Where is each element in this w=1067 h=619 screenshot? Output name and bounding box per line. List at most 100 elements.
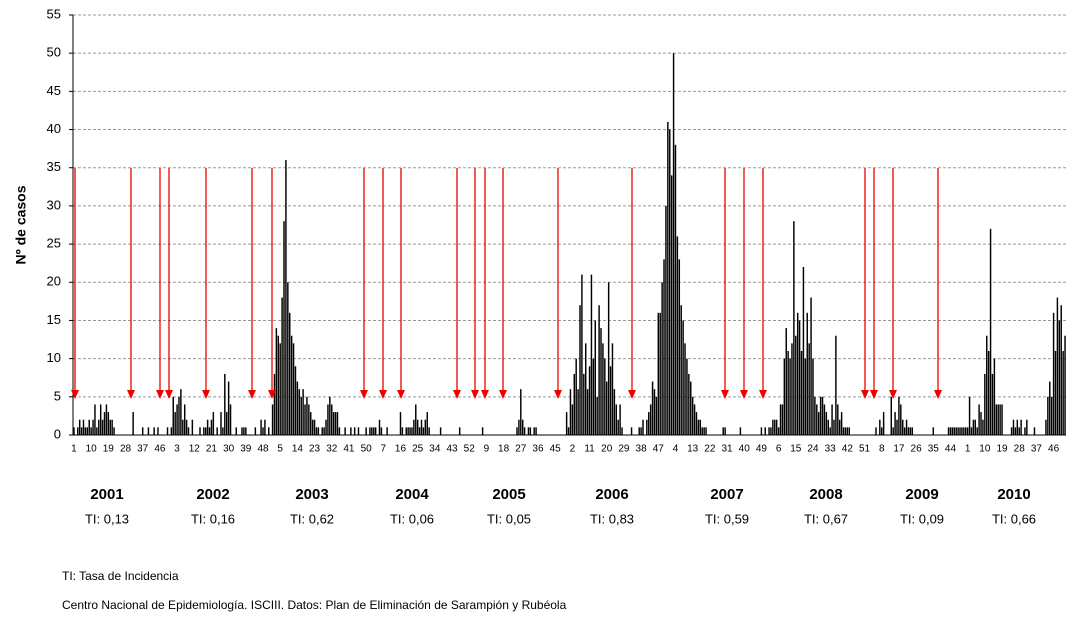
x-tick-label: 39: [240, 444, 252, 455]
bar: [959, 427, 961, 435]
bar: [655, 396, 658, 435]
y-tick-label: 5: [54, 388, 61, 403]
x-tick-label: 45: [550, 444, 562, 455]
bar: [292, 343, 295, 435]
bar: [573, 373, 575, 435]
bar: [657, 312, 660, 435]
bar: [216, 427, 218, 435]
x-tick-label: 36: [532, 444, 544, 455]
bar: [665, 205, 667, 435]
arrow-head: [481, 390, 489, 399]
bar: [800, 351, 803, 435]
bar: [373, 427, 375, 435]
bar: [588, 366, 591, 435]
bar: [569, 389, 572, 435]
bar: [875, 427, 877, 435]
y-tick-label: 45: [47, 83, 61, 98]
incidence-label: TI: 0,67: [804, 511, 848, 526]
bar: [842, 427, 845, 435]
bar: [518, 419, 520, 435]
bar: [199, 427, 201, 435]
y-tick-label: 25: [47, 236, 61, 251]
bar: [386, 427, 388, 435]
bar: [649, 404, 652, 435]
x-tick-label: 10: [979, 444, 991, 455]
bar: [676, 236, 679, 435]
x-tick-label: 26: [911, 444, 923, 455]
bar: [344, 427, 346, 435]
bar: [995, 404, 998, 435]
bar: [426, 412, 428, 435]
bar: [1064, 335, 1066, 435]
bar: [682, 320, 684, 435]
bar: [586, 389, 589, 435]
footnote: Centro Nacional de Epidemiología. ISCIII…: [62, 598, 567, 612]
x-tick-label: 17: [893, 444, 905, 455]
bar: [680, 305, 682, 435]
bar: [327, 404, 329, 435]
bar: [378, 419, 381, 435]
bar: [972, 419, 975, 435]
x-tick-label: 28: [1014, 444, 1026, 455]
bar: [365, 427, 367, 435]
x-tick-label: 32: [326, 444, 338, 455]
bar: [204, 427, 207, 435]
bar: [132, 412, 134, 435]
bar: [722, 427, 724, 435]
arrow-head: [740, 390, 748, 399]
bar: [180, 389, 182, 435]
bar: [521, 419, 524, 435]
bar: [353, 427, 356, 435]
arrow-head: [379, 390, 387, 399]
bar: [187, 427, 190, 435]
bar: [300, 396, 302, 435]
bar: [1033, 427, 1036, 435]
bar: [779, 404, 782, 435]
incidence-label: TI: 0,09: [900, 511, 944, 526]
bar: [277, 335, 280, 435]
x-tick-label: 37: [137, 444, 149, 455]
bar: [900, 404, 902, 435]
bar: [989, 228, 992, 435]
bar: [796, 312, 799, 435]
bar: [829, 427, 831, 435]
bar: [458, 427, 461, 435]
arrow-head: [889, 390, 897, 399]
bar: [688, 373, 690, 435]
bar: [607, 282, 610, 435]
bar: [997, 404, 999, 435]
bar: [648, 412, 650, 435]
bar: [86, 427, 89, 435]
arrow-head: [397, 390, 405, 399]
bar: [770, 427, 772, 435]
bar: [287, 282, 289, 435]
bar: [88, 419, 90, 435]
bar: [90, 427, 92, 435]
year-label: 2010: [997, 486, 1030, 503]
bar: [371, 427, 373, 435]
bar: [577, 389, 579, 435]
bar: [1052, 312, 1055, 435]
bar: [77, 427, 79, 435]
bar: [321, 427, 323, 435]
bar: [848, 427, 850, 435]
bar: [105, 404, 108, 435]
x-tick-label: 30: [223, 444, 235, 455]
bar: [646, 419, 648, 435]
bar: [898, 396, 900, 435]
year-label: 2007: [710, 486, 743, 503]
bar: [781, 404, 784, 435]
x-tick-label: 11: [584, 444, 595, 455]
year-label: 2008: [809, 486, 842, 503]
arrow-head: [870, 390, 878, 399]
bar: [1020, 419, 1022, 435]
bar: [594, 320, 597, 435]
incidence-label: TI: 0,16: [191, 511, 235, 526]
arrow-head: [471, 390, 479, 399]
bar: [816, 404, 818, 435]
bar: [825, 412, 828, 435]
bar: [764, 427, 766, 435]
x-tick-label: 50: [361, 444, 373, 455]
arrow-head: [861, 390, 869, 399]
bar: [73, 427, 75, 435]
